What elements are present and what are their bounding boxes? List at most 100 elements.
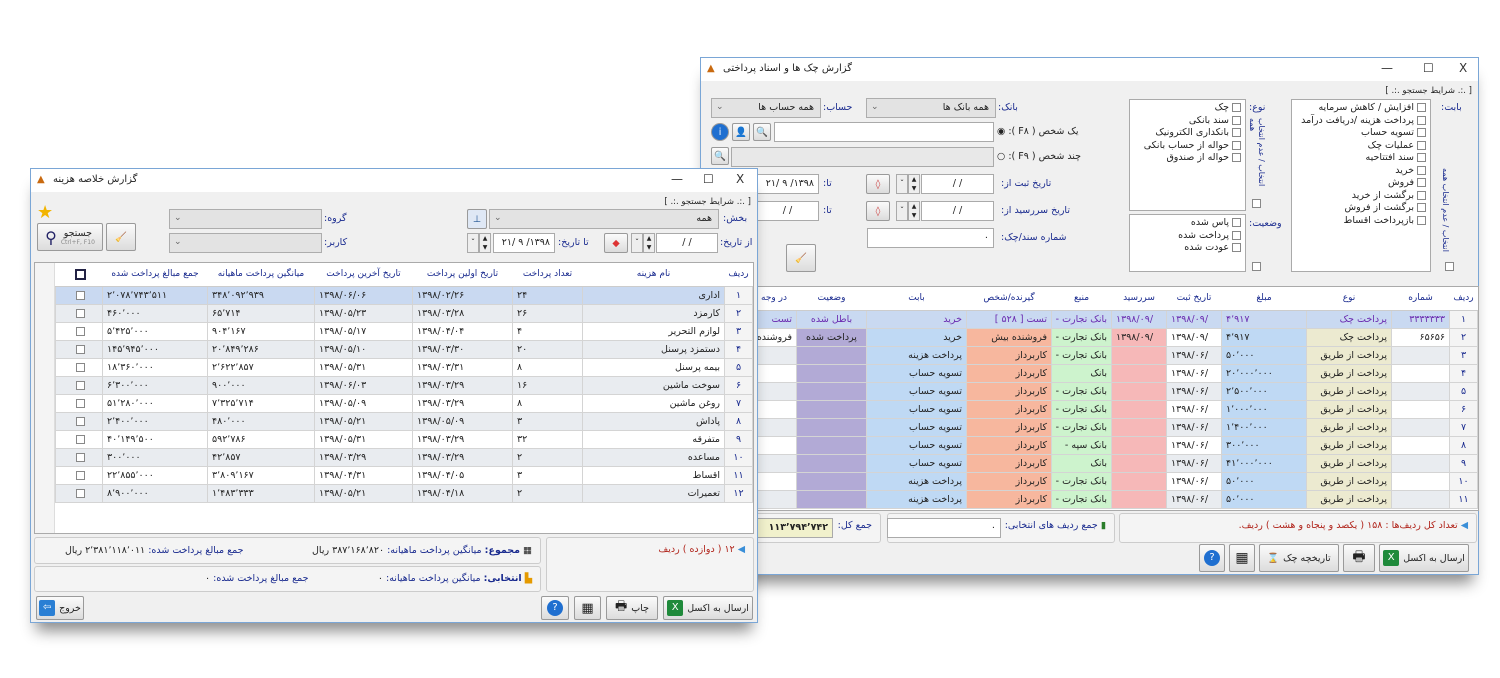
row-checkbox[interactable] xyxy=(76,380,85,390)
row-checkbox[interactable] xyxy=(76,488,85,498)
table-row[interactable]: ۸ پاداش ۳ ۱۳۹۸/۰۵/۰۹ ۱۳۹۸/۰۵/۲۱ ۴۸۰٬۰۰۰ ۲٬۴۰۰٬… xyxy=(55,411,753,431)
for-select-all-label[interactable]: انتخاب / عدم انتخاب همه xyxy=(1441,168,1450,252)
type-select-all-checkbox[interactable] xyxy=(1252,199,1261,208)
row-select-cell[interactable] xyxy=(55,339,103,359)
doc-number-input[interactable]: ۰ xyxy=(867,228,994,248)
checkbox[interactable] xyxy=(1417,178,1426,187)
list-item-statuses[interactable]: عودت شده xyxy=(1134,242,1241,255)
table-row[interactable]: ۷ روغن ماشین ۸ ۱۳۹۸/۰۳/۲۹ ۱۳۹۸/۰۵/۰۹ ۷٬۳۲۵٬۷۱… xyxy=(55,393,753,413)
maximize-button[interactable]: ☐ xyxy=(703,172,714,186)
checkbox[interactable] xyxy=(1232,243,1241,252)
checkbox[interactable] xyxy=(1417,140,1426,150)
row-select-cell[interactable] xyxy=(55,393,103,413)
checkbox[interactable] xyxy=(1232,128,1241,137)
table-row[interactable]: ۵ بیمه پرسنل ۸ ۱۳۹۸/۰۳/۳۱ ۱۳۹۸/۰۵/۳۱ ۲٬۶۲۲٬۸۵… xyxy=(55,357,753,377)
favorite-star-icon[interactable]: ★ xyxy=(37,202,54,223)
table-row[interactable]: ۹ متفرقه ۳۲ ۱۳۹۸/۰۳/۲۹ ۱۳۹۸/۰۵/۳۱ ۵۹۲٬۷۸۶ ۴۰٬۱… xyxy=(55,429,753,449)
close-button[interactable]: X xyxy=(1459,61,1468,75)
list-item-for_items[interactable]: خرید xyxy=(1296,165,1426,178)
table-row[interactable]: ۴ پرداخت از طریق ۲۰٬۰۰۰٬۰۰۰/۱۳۹۸/۰۶ بانک کار… xyxy=(754,363,1478,383)
table-row[interactable]: ۸ پرداخت از طریق ۳۰۰٬۰۰۰/۱۳۹۸/۰۶ بانک سپه -… xyxy=(754,435,1478,455)
print-button[interactable]: چاپ 🖶 xyxy=(606,596,658,620)
to-date-input[interactable]: ۱۳۹۸/ ۹ /۲۱ xyxy=(493,233,555,253)
column-header[interactable]: ردیف xyxy=(724,263,753,287)
one-person-input[interactable] xyxy=(774,122,994,142)
select-all-header[interactable] xyxy=(55,263,103,287)
checkbox[interactable] xyxy=(1417,215,1426,225)
from-date-spinner[interactable]: ▲ ▼ xyxy=(643,233,655,253)
checkbox[interactable] xyxy=(1232,115,1241,125)
table-row[interactable]: ۶ پرداخت از طریق ۱٬۰۰۰٬۰۰۰/۱۳۹۸/۰۶ بانک تجا… xyxy=(754,399,1478,419)
info-button[interactable]: i xyxy=(711,123,729,141)
table-row[interactable]: ۱۲ تعمیرات ۲ ۱۳۹۸/۰۴/۱۸ ۱۳۹۸/۰۵/۲۱ ۱٬۴۸۳٬۳۳۳ ۸… xyxy=(55,483,753,503)
reg-date-to-input[interactable]: ۱۳۹۸/ ۹ /۲۱ xyxy=(756,174,819,194)
reg-date-spinner[interactable]: ▲ ▼ xyxy=(908,174,920,194)
check-history-button[interactable]: تاریخچه چک ⌛ xyxy=(1259,544,1339,572)
multi-person-search-button[interactable]: 🔍 xyxy=(711,147,729,165)
list-item-types[interactable]: حواله از حساب بانکی xyxy=(1134,140,1241,153)
list-item-for_items[interactable]: تسویه حساب xyxy=(1296,127,1426,140)
minimize-button[interactable]: — xyxy=(671,172,683,186)
table-row[interactable]: ۱۱ پرداخت از طریق ۵۰٬۰۰۰/۱۳۹۸/۰۶ بانک تجارت… xyxy=(754,489,1478,509)
row-select-cell[interactable] xyxy=(55,447,103,467)
search-button[interactable]: ⚲ جستجو Ctrl+F, F10 xyxy=(37,223,103,251)
row-checkbox[interactable] xyxy=(76,344,85,354)
checkbox[interactable] xyxy=(1417,165,1426,175)
print-button[interactable]: 🖶 xyxy=(1343,544,1375,572)
column-header[interactable]: نوع xyxy=(1306,287,1392,311)
bank-combo[interactable]: همه بانک ها ⌄ xyxy=(866,98,996,118)
column-header[interactable]: شماره xyxy=(1391,287,1450,311)
table-row[interactable]: ۶ سوخت ماشین ۱۶ ۱۳۹۸/۰۳/۲۹ ۱۳۹۸/۰۶/۰۳ ۹۰۰٬۰۰۰… xyxy=(55,375,753,395)
column-header[interactable]: بابت xyxy=(866,287,967,311)
column-header[interactable]: مبلغ xyxy=(1221,287,1307,311)
table-row[interactable]: ۲ کارمزد ۲۶ ۱۳۹۸/۰۳/۲۸ ۱۳۹۸/۰۵/۲۳ ۶۵٬۷۱۴ ۴۶۰٬۰… xyxy=(55,303,753,323)
from-date-chevron[interactable]: ⌄ xyxy=(631,233,643,253)
due-date-spinner[interactable]: ▲ ▼ xyxy=(908,201,920,221)
list-item-statuses[interactable]: پاس شده xyxy=(1134,217,1241,230)
checkbox[interactable] xyxy=(1232,230,1241,240)
table-row[interactable]: ۹ پرداخت از طریق ۴۱٬۰۰۰٬۰۰۰/۱۳۹۸/۰۶ بانک کار… xyxy=(754,453,1478,473)
checkbox[interactable] xyxy=(1232,218,1241,227)
due-date-to-input[interactable]: / / xyxy=(756,201,819,221)
checkbox[interactable] xyxy=(1232,140,1241,150)
section-combo[interactable]: همه ⌄ xyxy=(489,209,719,229)
reg-date-from-input[interactable]: / / xyxy=(921,174,994,194)
table-row[interactable]: ۱ اداری ۲۴ ۱۳۹۸/۰۲/۲۶ ۱۳۹۸/۰۶/۰۶ ۳۴۸٬۰۹۲٬۹۳۹ ۲… xyxy=(55,285,753,305)
from-date-input[interactable]: / / xyxy=(656,233,718,253)
group-combo[interactable]: ⌄ xyxy=(169,209,322,229)
table-row[interactable]: ۱۱ اقساط ۳ ۱۳۹۸/۰۴/۰۵ ۱۳۹۸/۰۴/۳۱ ۳٬۸۰۹٬۱۶۷ ۲۲٬… xyxy=(55,465,753,485)
checkbox[interactable] xyxy=(1417,153,1426,162)
reg-date-chevron[interactable]: ⌄ xyxy=(896,174,908,194)
type-select-all-label[interactable]: انتخاب / عدم انتخاب همه xyxy=(1248,118,1266,187)
checkbox[interactable] xyxy=(1417,128,1426,137)
list-item-types[interactable]: چک xyxy=(1134,102,1241,115)
row-checkbox[interactable] xyxy=(76,398,85,408)
checkbox[interactable] xyxy=(1232,103,1241,112)
clear-filters-button[interactable]: 🧹 xyxy=(786,244,816,272)
table-row[interactable]: ۳ پرداخت از طریق ۵۰٬۰۰۰/۱۳۹۸/۰۶ بانک تجارت … xyxy=(754,345,1478,365)
column-header[interactable]: در وجه xyxy=(754,287,797,311)
table-row[interactable]: ۴ دستمزد پرسنل ۲۰ ۱۳۹۸/۰۳/۳۰ ۱۳۹۸/۰۵/۱۰ ۲۰٬۸۴… xyxy=(55,339,753,359)
row-select-cell[interactable] xyxy=(55,411,103,431)
list-item-statuses[interactable]: پرداخت شده xyxy=(1134,230,1241,243)
status-select-all-checkbox[interactable] xyxy=(1252,262,1261,271)
vertical-scrollbar[interactable] xyxy=(35,263,55,533)
close-button[interactable]: X xyxy=(736,172,745,186)
column-header[interactable]: ردیف xyxy=(1449,287,1478,311)
column-header[interactable]: میانگین پرداخت ماهیانه xyxy=(207,263,315,287)
calculator-button[interactable]: ▦ xyxy=(574,596,601,620)
minimize-button[interactable]: — xyxy=(1381,61,1393,75)
table-row[interactable]: ۱۰ مساعده ۲ ۱۳۹۸/۰۳/۲۹ ۱۳۹۸/۰۳/۲۹ ۴۲٬۸۵۷ ۳۰۰٬۰… xyxy=(55,447,753,467)
table-row[interactable]: ۱۰ پرداخت از طریق ۵۰٬۰۰۰/۱۳۹۸/۰۶ بانک تجارت… xyxy=(754,471,1478,491)
table-row[interactable]: ۲ ۶۵۶۵۶ پرداخت چک ۴٬۹۱۷/۱۳۹۸/۰۹/۱۳۹۸/۰۹ بانک… xyxy=(754,327,1478,347)
column-header[interactable]: گیرنده/شخص xyxy=(966,287,1052,311)
checkbox[interactable] xyxy=(1232,153,1241,162)
clear-filters-button[interactable]: 🧹 xyxy=(106,223,136,251)
select-all-checkbox[interactable] xyxy=(75,268,86,280)
multi-person-radio[interactable]: چند شخص ( F۹ ): ○ xyxy=(997,151,1082,162)
row-select-cell[interactable] xyxy=(55,429,103,449)
list-item-for_items[interactable]: افزایش / کاهش سرمایه xyxy=(1296,102,1426,115)
row-select-cell[interactable] xyxy=(55,465,103,485)
account-combo[interactable]: همه حساب ها ⌄ xyxy=(711,98,821,118)
checkbox[interactable] xyxy=(1417,115,1426,125)
